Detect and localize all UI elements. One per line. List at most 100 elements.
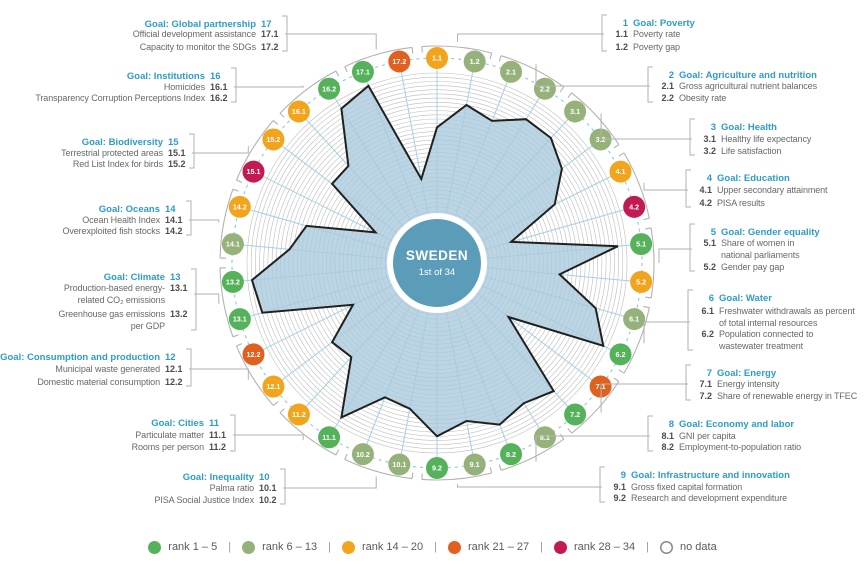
indicator-dot-15.1: 15.1 xyxy=(242,160,265,183)
goal-arc-tick-5-0 xyxy=(645,227,652,230)
rank-dot-icon xyxy=(447,540,461,554)
indicator-number-6.1: 6.1 xyxy=(701,306,714,316)
goal-arc-tick-2-1 xyxy=(559,86,565,93)
goal-connector-17 xyxy=(285,33,377,50)
indicator-label-13.1-line2: related CO₂ emissions xyxy=(78,295,166,305)
indicator-number-8.2: 8.2 xyxy=(661,442,674,452)
goal-title-17: Goal: Global partnership xyxy=(145,19,257,30)
indicator-number-5.2: 5.2 xyxy=(703,262,716,272)
indicator-number-7.2: 7.2 xyxy=(699,391,712,401)
goal-connector-7 xyxy=(600,383,688,413)
indicator-label-14.1: Ocean Health Index xyxy=(82,215,160,225)
goal-arc-10 xyxy=(344,458,413,480)
goal-title-13: Goal: Climate xyxy=(104,272,165,283)
goal-arc-17 xyxy=(344,46,413,68)
indicator-dot-circle-8.2 xyxy=(500,443,523,466)
country-rank: 1st of 34 xyxy=(419,267,455,278)
legend-item-rank-1-5: rank 1 – 5 xyxy=(148,540,218,554)
goal-number-3: 3 xyxy=(711,122,716,133)
goal-label-6: 6 Goal: Water 6.1 Freshwater withdrawals as… xyxy=(687,289,855,351)
indicator-number-9.2: 9.2 xyxy=(613,493,626,503)
goal-arc-tick-12-1 xyxy=(236,343,243,347)
indicator-label-16.1: Homicides xyxy=(164,82,206,92)
goal-arc-tick-4-0 xyxy=(618,152,625,157)
legend-label: rank 1 – 5 xyxy=(168,541,218,553)
goal-arc-13 xyxy=(219,267,234,337)
indicator-dot-13.2: 13.2 xyxy=(221,270,244,293)
indicator-number-17.2: 17.2 xyxy=(261,42,279,52)
indicator-dot-label-16.2: 16.2 xyxy=(322,84,336,93)
indicator-label-2.2: Obesity rate xyxy=(679,93,726,103)
legend-item-rank-6-13: rank 6 – 13 xyxy=(242,540,317,554)
indicator-dot-6.1: 6.1 xyxy=(623,308,646,331)
indicator-dot-circle-1.1 xyxy=(426,47,448,69)
goal-connector-11 xyxy=(233,434,304,441)
indicator-label-3.1: Healthy life expectancy xyxy=(721,134,812,144)
indicator-dot-6.2: 6.2 xyxy=(609,343,632,366)
indicator-number-13.2: 13.2 xyxy=(170,309,188,319)
legend-separator: | xyxy=(646,541,650,553)
goal-number-8: 8 xyxy=(669,419,674,430)
goal-arc-8 xyxy=(500,438,565,471)
goal-label-13: 13 Goal: Climate 13.1 Production-based ener… xyxy=(58,268,197,331)
indicator-dot-label-11.2: 11.2 xyxy=(292,410,306,419)
indicator-number-11.2: 11.2 xyxy=(209,442,226,452)
legend: rank 1 – 5 | rank 6 – 13 | rank 14 – 20 | rank… xyxy=(0,536,865,558)
indicator-number-1.1: 1.1 xyxy=(615,29,628,39)
goal-connector-8 xyxy=(535,435,650,462)
indicator-label-15.1: Terrestrial protected areas xyxy=(61,148,163,158)
indicator-dot-label-14.2: 14.2 xyxy=(233,202,247,211)
goal-arc-tick-2-0 xyxy=(498,55,502,62)
indicator-dot-label-3.1: 3.1 xyxy=(570,107,580,116)
indicator-dot-label-5.2: 5.2 xyxy=(636,278,646,287)
goal-arc-tick-17-1 xyxy=(411,47,414,54)
goal-connector-5 xyxy=(658,248,692,263)
indicator-dot-circle-17.1 xyxy=(351,60,374,83)
label-connectors xyxy=(189,33,692,489)
goal-connector-4 xyxy=(643,182,688,191)
indicator-dot-8.1: 8.1 xyxy=(533,426,556,449)
indicator-dot-label-4.1: 4.1 xyxy=(616,167,626,176)
indicator-dot-label-12.1: 12.1 xyxy=(266,382,280,391)
goal-label-10: 10 Goal: Inequality 10.1 Palma ratio 10.2 PIS… xyxy=(154,468,286,505)
goal-arc-tick-12-0 xyxy=(273,401,279,406)
indicator-dot-16.2: 16.2 xyxy=(318,77,341,100)
indicator-number-14.2: 14.2 xyxy=(165,226,183,236)
goal-label-7: 7 Goal: Energy 7.1 Energy intensity 7.2 Share… xyxy=(685,364,858,401)
indicator-label-6.2: Population connected to xyxy=(719,329,813,339)
indicator-label-14.2: Overexploited fish stocks xyxy=(62,226,160,236)
goal-label-12: 12 Goal: Consumption and production 12.1 Mu… xyxy=(0,348,192,387)
indicator-dot-circle-3.2 xyxy=(589,128,612,151)
goal-number-14: 14 xyxy=(165,204,176,215)
indicator-dot-circle-6.2 xyxy=(609,343,632,366)
goal-label-bracket-14 xyxy=(186,200,192,236)
indicator-number-13.1: 13.1 xyxy=(170,283,188,293)
spoke-15.1 xyxy=(253,171,393,242)
dot-ring xyxy=(231,57,643,469)
indicator-number-4.2: 4.2 xyxy=(699,198,712,208)
legend-label: no data xyxy=(680,541,717,553)
goal-title-5: Goal: Gender equality xyxy=(721,227,820,238)
indicator-label-8.1: GNI per capita xyxy=(679,431,736,441)
goal-arc-tick-9-0 xyxy=(489,467,493,474)
indicator-dot-circle-13.2 xyxy=(221,270,244,293)
indicator-label-10.1: Palma ratio xyxy=(210,483,255,493)
no-data-circle-icon xyxy=(660,540,674,554)
goal-label-bracket-8 xyxy=(647,415,653,452)
legend-separator: | xyxy=(434,541,437,553)
goal-label-bracket-6 xyxy=(687,289,693,351)
indicator-dot-circle-6.1 xyxy=(623,308,646,331)
goal-number-16: 16 xyxy=(210,71,221,82)
indicator-dot-circle-10.2 xyxy=(351,443,374,466)
indicator-label-1.1: Poverty rate xyxy=(633,29,680,39)
indicator-dot-8.2: 8.2 xyxy=(500,443,523,466)
indicator-label-7.2: Share of renewable energy in TFEC xyxy=(717,391,858,401)
indicator-number-2.1: 2.1 xyxy=(661,81,674,91)
goal-arc-tick-15-1 xyxy=(273,120,279,125)
indicator-label-9.1: Gross fixed capital formation xyxy=(631,482,742,492)
indicator-number-16.1: 16.1 xyxy=(210,82,228,92)
indicator-dot-9.1: 9.1 xyxy=(463,453,486,476)
goal-number-2: 2 xyxy=(669,70,674,81)
indicator-label-6.1: Freshwater withdrawals as percent xyxy=(719,306,855,316)
